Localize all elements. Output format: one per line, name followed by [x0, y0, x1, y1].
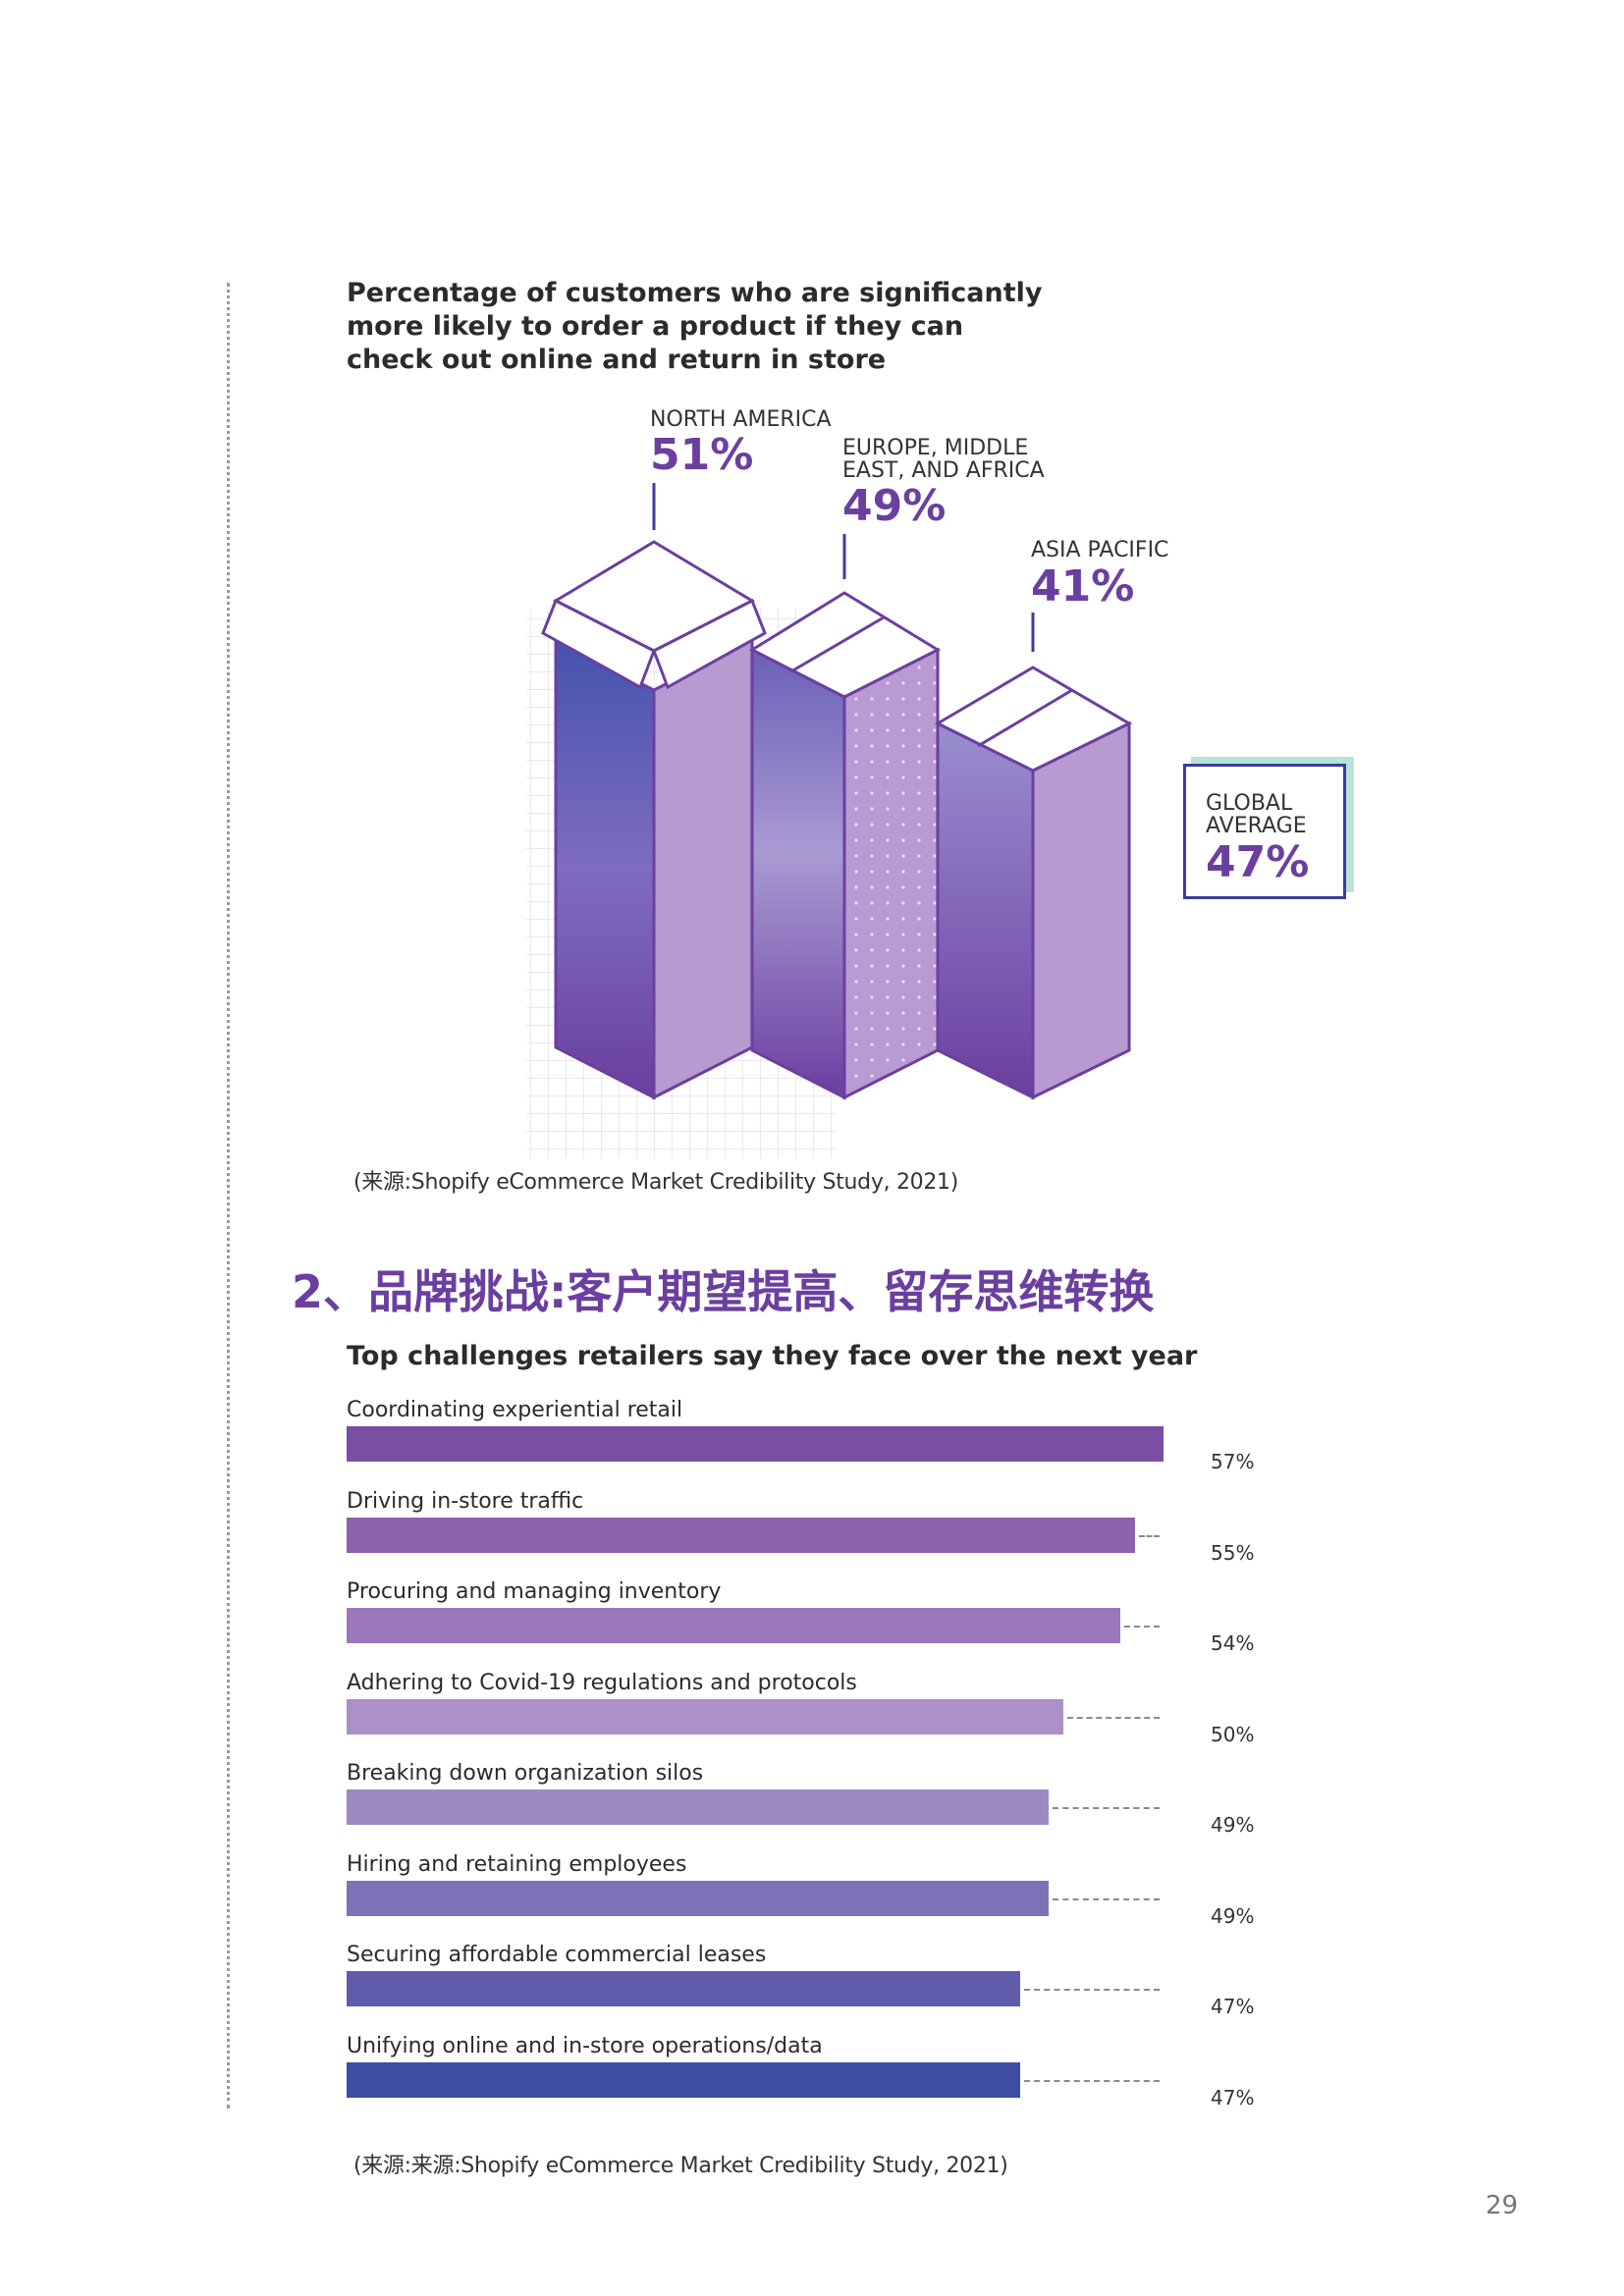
region-name-emea: EUROPE, MIDDLE EAST, AND AFRICA	[842, 436, 1045, 483]
global-average-label: GLOBAL AVERAGE	[1206, 791, 1307, 838]
bar-value: 47%	[1211, 2085, 1255, 2109]
chart1-title: Percentage of customers who are signific…	[347, 278, 1043, 375]
bar-label: Driving in-store traffic	[347, 1488, 584, 1514]
bar-guide-dash	[1138, 1534, 1160, 1537]
bar-guide-dash	[1053, 1897, 1160, 1900]
bar-label: Hiring and retaining employees	[347, 1851, 687, 1877]
bar-row: Adhering to Covid-19 regulations and pro…	[347, 1671, 1260, 1759]
global-average-box: GLOBAL AVERAGE 47%	[1183, 764, 1346, 899]
chart2-source: (来源:来源:Shopify eCommerce Market Credibil…	[353, 2154, 1008, 2178]
region-pct-emea: 49%	[842, 481, 947, 531]
bar-label: Unifying online and in-store operations/…	[347, 2033, 823, 2058]
bar-label: Breaking down organization silos	[347, 1761, 704, 1786]
bar-fill	[347, 2061, 1021, 2098]
bar-guide-dash	[1024, 1989, 1160, 1991]
bar-guide-dash	[1124, 1626, 1160, 1628]
region-pct-asia-pacific: 41%	[1031, 561, 1135, 612]
bar-guide-dash	[1053, 1807, 1160, 1809]
bar-value: 49%	[1211, 1903, 1255, 1928]
bar-row: Securing affordable commercial leases 47%	[347, 1943, 1260, 2031]
bar-value: 55%	[1211, 1540, 1255, 1565]
bar-guide-dash	[1024, 2079, 1160, 2082]
bar-row: Hiring and retaining employees 49%	[347, 1852, 1260, 1941]
bar-fill	[347, 1517, 1135, 1553]
bar-fill	[347, 1608, 1121, 1643]
bar-asia-pacific	[934, 666, 1133, 1100]
bar-fill	[347, 1971, 1021, 2006]
bar-value: 50%	[1211, 1722, 1255, 1746]
bar-fill	[347, 1698, 1063, 1735]
chart1-source: (来源:Shopify eCommerce Market Credibility…	[353, 1170, 959, 1195]
bar-value: 47%	[1211, 1995, 1255, 2018]
page-number: 29	[1486, 2191, 1519, 2220]
bar-value: 54%	[1211, 1631, 1255, 1655]
region-name-north-america: NORTH AMERICA	[650, 407, 832, 432]
chart2-title: Top challenges retailers say they face o…	[347, 1341, 1198, 1371]
section-heading: 2、品牌挑战:客户期望提高、留存思维转换	[292, 1265, 1155, 1318]
region-name-asia-pacific: ASIA PACIFIC	[1031, 538, 1169, 562]
bar-emea	[748, 591, 942, 1100]
bar-value: 57%	[1211, 1450, 1255, 1473]
vertical-dotted-divider	[227, 283, 230, 2109]
global-average-pct: 47%	[1206, 837, 1310, 887]
bar-row: Unifying online and in-store operations/…	[347, 2034, 1260, 2122]
bar-north-america	[541, 540, 767, 1100]
bar-label: Coordinating experiential retail	[347, 1398, 683, 1422]
bar-fill	[347, 1789, 1050, 1825]
bar-label: Securing affordable commercial leases	[347, 1943, 767, 1967]
region-pct-north-america: 51%	[650, 430, 754, 480]
bar-row: Procuring and managing inventory 54%	[347, 1579, 1260, 1668]
bar-guide-dash	[1066, 1716, 1160, 1719]
bar-row: Coordinating experiential retail 57%	[347, 1398, 1260, 1486]
isometric-bar-chart	[526, 483, 1133, 1158]
bar-label: Adhering to Covid-19 regulations and pro…	[347, 1670, 857, 1695]
bar-row: Driving in-store traffic 55%	[347, 1489, 1260, 1577]
bar-row: Breaking down organization silos 49%	[347, 1761, 1260, 1849]
bar-fill	[347, 1880, 1050, 1916]
bar-fill	[347, 1426, 1164, 1462]
bar-value: 49%	[1211, 1813, 1255, 1837]
bar-label: Procuring and managing inventory	[347, 1579, 722, 1604]
